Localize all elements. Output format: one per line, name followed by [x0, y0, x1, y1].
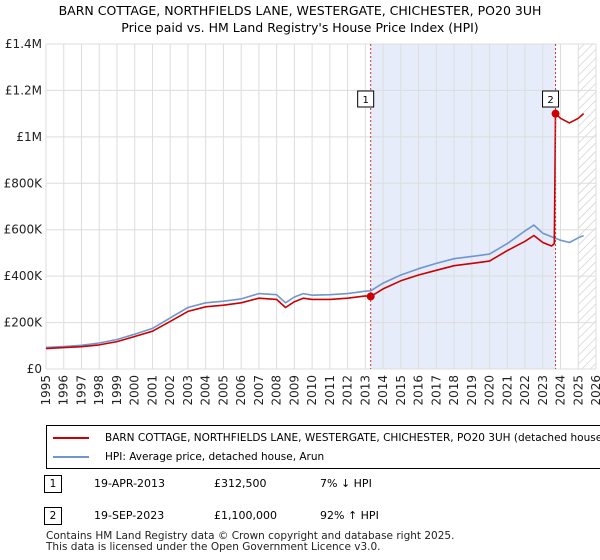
x-tick-label: 2014 — [376, 375, 390, 406]
sale-marker-badge: 1 — [44, 475, 62, 493]
x-tick-label: 2005 — [216, 375, 230, 406]
sale-point-2 — [551, 109, 560, 118]
price-chart: 1995 1996 1997 1998 1999 2000 2001 2002 2003 2004… — [4, 37, 600, 406]
sale-marker-badge: 2 — [44, 507, 62, 525]
x-tick-label: 2009 — [287, 375, 301, 406]
x-tick-label: 2025 — [571, 375, 585, 406]
chart-title-line1: BARN COTTAGE, NORTHFIELDS LANE, WESTERGA… — [58, 3, 542, 18]
x-tick-label: 1996 — [57, 375, 71, 406]
x-tick-label: 2017 — [429, 375, 443, 406]
marker-badge-label: 1 — [362, 95, 368, 106]
y-tick-label: £600K — [4, 223, 44, 237]
sale-date: 19-APR-2013 — [94, 477, 166, 490]
x-tick-label: 2010 — [305, 375, 319, 406]
x-tick-label: 2016 — [412, 375, 426, 406]
legend-item-property: BARN COTTAGE, NORTHFIELDS LANE, WESTERGA… — [53, 429, 600, 447]
y-tick-label: £1.4M — [5, 37, 42, 51]
y-tick-label: £1.2M — [5, 83, 42, 97]
legend-label-hpi: HPI: Average price, detached house, Arun — [105, 451, 325, 463]
property-series-line — [45, 112, 585, 350]
y-tick-label: £800K — [4, 176, 44, 190]
legend-swatch-hpi — [53, 456, 89, 458]
y-tick-label: £400K — [4, 269, 44, 283]
x-tick-label: 2021 — [500, 375, 514, 406]
sale-price: £312,500 — [214, 477, 267, 490]
x-tick-label: 2006 — [234, 375, 248, 406]
sale-hpi-change: 7% ↓ HPI — [320, 477, 372, 490]
footer-licence: This data is licensed under the Open Gov… — [46, 541, 381, 553]
x-tick-label: 2015 — [394, 375, 408, 406]
x-tick-label: 1998 — [92, 375, 106, 406]
legend-label-property: BARN COTTAGE, NORTHFIELDS LANE, WESTERGA… — [105, 432, 600, 444]
footer-copyright: Contains HM Land Registry data © Crown c… — [46, 530, 455, 542]
y-tick-label: £0 — [27, 362, 42, 376]
footer: Contains HM Land Registry data © Crown c… — [46, 531, 454, 553]
legend: BARN COTTAGE, NORTHFIELDS LANE, WESTERGA… — [46, 425, 600, 469]
x-tick-label: 2020 — [483, 375, 497, 406]
sale-point-1 — [366, 292, 375, 301]
legend-swatch-property — [53, 437, 89, 439]
hatched-forecast-region — [578, 44, 596, 369]
marker-badge-1 — [357, 90, 375, 108]
marker-badge-2 — [542, 90, 560, 108]
y-tick-label: £200K — [4, 316, 44, 330]
sale-date: 19-SEP-2023 — [94, 509, 165, 522]
chart-subtitle: Price paid vs. HM Land Registry's House … — [121, 20, 479, 35]
x-tick-label: 2019 — [465, 375, 479, 406]
sale-hpi-change: 92% ↑ HPI — [320, 509, 379, 522]
x-tick-label: 2001 — [145, 375, 159, 406]
sale-price: £1,100,000 — [214, 509, 277, 522]
x-tick-label: 2026 — [589, 375, 600, 406]
shaded-ownership-region — [370, 44, 556, 369]
x-tick-label: 2012 — [341, 375, 355, 406]
chart-title: BARN COTTAGE, NORTHFIELDS LANE, WESTERGA… — [0, 2, 600, 36]
hpi-series-line — [45, 224, 584, 349]
x-tick-label: 2002 — [163, 375, 177, 406]
x-tick-label: 2007 — [252, 375, 266, 406]
y-tick-label: £1M — [16, 130, 42, 144]
x-tick-label: 2018 — [447, 375, 461, 406]
marker-badge-label: 2 — [547, 95, 553, 106]
x-tick-label: 2013 — [358, 375, 372, 406]
x-tick-label: 1999 — [110, 375, 124, 406]
legend-item-hpi: HPI: Average price, detached house, Arun — [53, 448, 324, 466]
x-tick-label: 2011 — [323, 375, 337, 406]
x-tick-label: 2008 — [270, 375, 284, 406]
x-tick-label: 1997 — [74, 375, 88, 406]
x-tick-label: 2000 — [128, 375, 142, 406]
x-tick-label: 2023 — [536, 375, 550, 406]
x-tick-label: 2004 — [199, 375, 213, 406]
x-tick-label: 2022 — [518, 375, 532, 406]
x-tick-label: 2003 — [181, 375, 195, 406]
x-tick-label: 1995 — [39, 375, 53, 406]
x-tick-label: 2024 — [554, 375, 568, 406]
